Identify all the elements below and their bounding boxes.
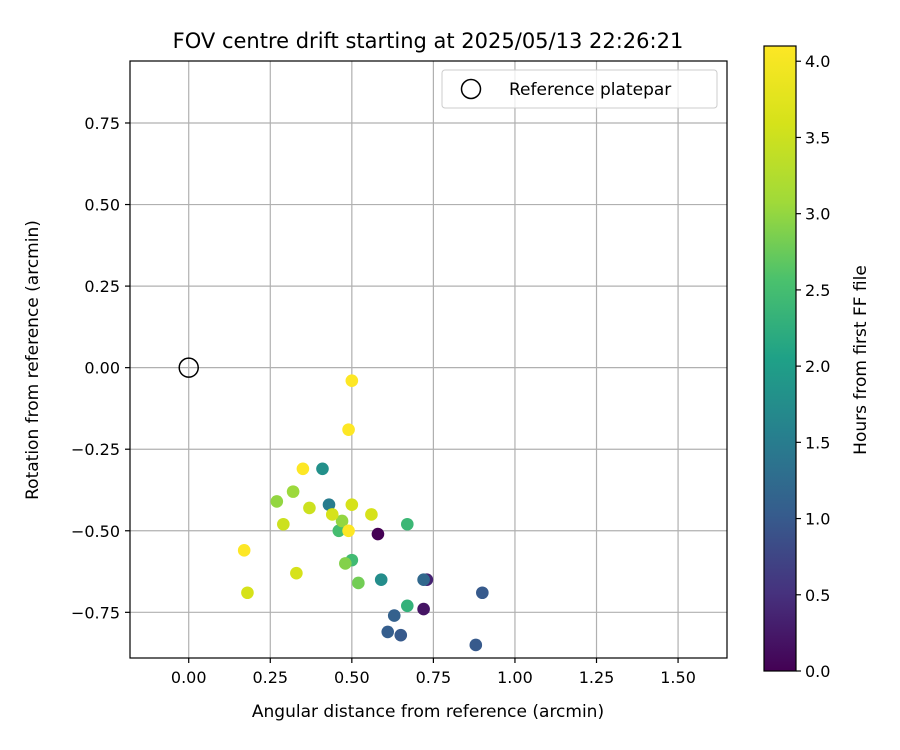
colorbar-gradient: [764, 46, 796, 671]
data-point: [374, 573, 388, 587]
colorbar-tick-label: 1.5: [805, 433, 830, 452]
x-tick-label: 1.25: [579, 668, 615, 687]
data-point: [286, 485, 300, 498]
legend: Reference platepar: [441, 69, 718, 109]
data-point: [270, 495, 284, 508]
data-point: [277, 517, 290, 531]
data-point: [371, 527, 385, 541]
data-point: [332, 524, 346, 538]
x-tick-label: 0.75: [416, 668, 452, 687]
y-axis-label: Rotation from reference (arcmin): [23, 220, 43, 500]
data-point: [387, 609, 401, 622]
colorbar-ticks: 0.0 0.5 1.0 1.5 2.0 2.5 3.0 3.5 4.0: [796, 52, 830, 681]
x-tick-label: 0.50: [334, 668, 370, 687]
y-tick-label: −0.50: [71, 522, 120, 541]
y-tick-label: 0.75: [84, 114, 120, 133]
legend-marker-icon: [460, 78, 482, 100]
grid: [130, 61, 727, 658]
data-point: [303, 501, 316, 515]
colorbar-tick-label: 2.0: [805, 357, 830, 376]
colorbar-frame: [763, 45, 797, 672]
reference-point: [178, 357, 199, 378]
data-point: [325, 508, 339, 521]
data-point: [365, 508, 378, 521]
data-point: [345, 498, 359, 511]
data-point: [237, 544, 251, 557]
data-point: [296, 462, 310, 476]
legend-entry-reference: Reference platepar: [509, 80, 671, 100]
data-point: [322, 498, 336, 511]
chart-title: FOV centre drift starting at 2025/05/13 …: [173, 29, 684, 53]
y-tick-label: 0.00: [84, 359, 120, 378]
y-tick-label: 0.25: [84, 277, 120, 296]
data-point: [241, 586, 254, 600]
data-point: [417, 573, 430, 587]
x-tick-label: 0.00: [171, 668, 207, 687]
y-tick-label: 0.50: [84, 196, 120, 215]
data-point: [290, 566, 303, 580]
data-point: [339, 557, 352, 570]
colorbar-tick-label: 3.0: [805, 205, 830, 224]
data-point: [342, 524, 355, 538]
data-point: [316, 462, 329, 476]
x-tick-label: 1.50: [660, 668, 696, 687]
colorbar-tick-label: 2.5: [805, 281, 830, 300]
y-axis-ticks: 0.75 0.50 0.25 0.00 −0.25 −0.50 −0.75: [71, 114, 130, 622]
y-tick-label: −0.25: [71, 440, 120, 459]
y-tick-label: −0.75: [71, 603, 120, 622]
data-point: [400, 517, 414, 531]
x-axis-label: Angular distance from reference (arcmin): [252, 702, 604, 722]
data-point: [469, 638, 483, 652]
data-points: [237, 374, 489, 652]
colorbar-tick-label: 1.0: [805, 510, 830, 529]
data-point: [335, 514, 349, 528]
reference-marker: [178, 357, 199, 378]
data-point: [417, 602, 430, 616]
plot-frame: [129, 60, 728, 659]
data-point: [342, 423, 355, 436]
x-tick-label: 1.00: [497, 668, 533, 687]
colorbar-tick-label: 4.0: [805, 52, 830, 71]
legend-box: [441, 69, 718, 109]
colorbar-tick-label: 0.5: [805, 586, 830, 605]
data-point: [345, 374, 359, 388]
x-tick-label: 0.25: [252, 668, 288, 687]
data-point: [394, 628, 408, 642]
data-point: [381, 625, 395, 639]
colorbar-tick-label: 0.0: [805, 662, 830, 681]
data-point: [476, 586, 489, 600]
colorbar: 0.0 0.5 1.0 1.5 2.0 2.5 3.0 3.5 4.0 Hours from f…: [763, 45, 871, 681]
data-point: [352, 576, 365, 590]
data-point: [400, 599, 414, 613]
colorbar-tick-label: 3.5: [805, 128, 830, 147]
x-axis-ticks: 0.00 0.25 0.50 0.75 1.00 1.25 1.50: [171, 658, 696, 687]
colorbar-label: Hours from first FF file: [851, 265, 871, 455]
